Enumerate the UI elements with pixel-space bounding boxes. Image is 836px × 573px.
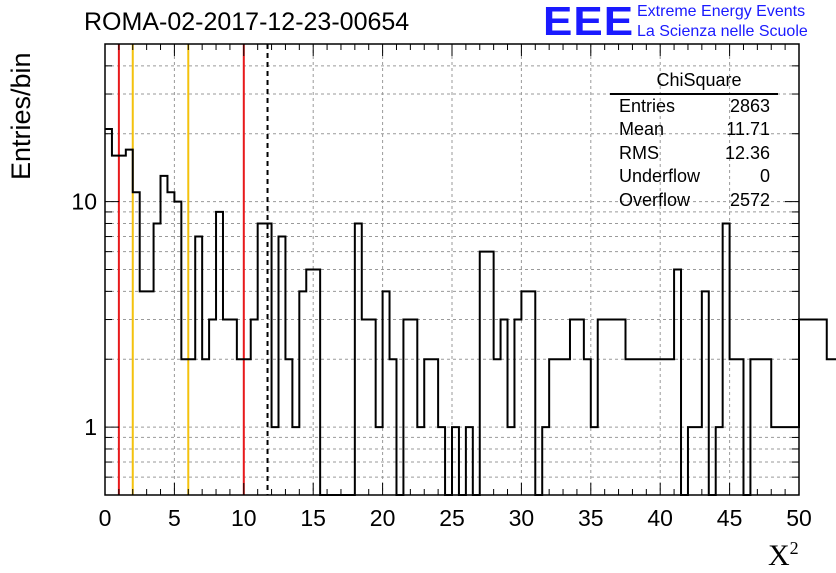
- stats-row-entries: Entries 2863: [610, 95, 778, 119]
- x-tick-label: 40: [647, 505, 673, 531]
- x-tick-label: 30: [509, 505, 535, 531]
- histogram-series: [105, 127, 836, 496]
- grid-lines: [105, 44, 799, 495]
- stats-label: Overflow: [619, 189, 691, 210]
- stats-row-overflow: Overflow 2572: [610, 189, 778, 213]
- logo-tagline-1: Extreme Energy Events: [637, 3, 806, 20]
- x-axis-label-base: X: [768, 539, 790, 572]
- stats-row-rms: RMS 12.36: [610, 142, 778, 166]
- stats-label: RMS: [619, 142, 659, 163]
- x-tick-label: 15: [300, 505, 326, 531]
- stats-value: 2572: [729, 189, 770, 210]
- y-tick-label: 1: [84, 414, 97, 440]
- eee-logo: EEE: [543, 2, 634, 46]
- x-axis-label: X2: [768, 538, 799, 573]
- x-axis-label-superscript: 2: [789, 538, 799, 558]
- x-tick-label: 0: [99, 505, 112, 531]
- stats-label: Underflow: [619, 166, 701, 186]
- stats-title: ChiSquare: [610, 69, 778, 95]
- logo-tagline-2: La Scienza nelle Scuole: [637, 23, 808, 40]
- stats-box: ChiSquare Entries 2863 Mean 11.71 RMS 12.36…: [610, 69, 778, 212]
- stats-label: Entries: [619, 95, 676, 116]
- stats-label: Mean: [619, 119, 665, 139]
- stats-value: 0: [759, 166, 770, 186]
- stats-row-underflow: Underflow 0: [610, 165, 778, 189]
- x-tick-label: 50: [786, 505, 812, 531]
- x-tick-label: 45: [717, 505, 743, 531]
- x-tick-label: 25: [439, 505, 465, 531]
- logo-text: EEE: [543, 0, 635, 45]
- stats-row-mean: Mean 11.71: [610, 118, 778, 142]
- x-tick-label: 10: [231, 505, 257, 531]
- x-tick-label: 35: [578, 505, 604, 531]
- axis-ticks: 0 5 10 15 20 25 30 35 40 45 50 1 10: [71, 44, 812, 531]
- histogram-outline: [105, 127, 836, 496]
- y-axis-label: Entries/bin: [6, 52, 36, 180]
- stats-value: 11.71: [726, 119, 770, 139]
- chart-title: ROMA-02-2017-12-23-00654: [84, 8, 410, 36]
- x-tick-label: 20: [370, 505, 396, 531]
- x-tick-label: 5: [168, 505, 181, 531]
- reference-lines: [117, 44, 269, 495]
- y-tick-label: 10: [71, 189, 97, 215]
- stats-value: 12.36: [724, 142, 770, 163]
- stats-value: 2863: [729, 95, 770, 116]
